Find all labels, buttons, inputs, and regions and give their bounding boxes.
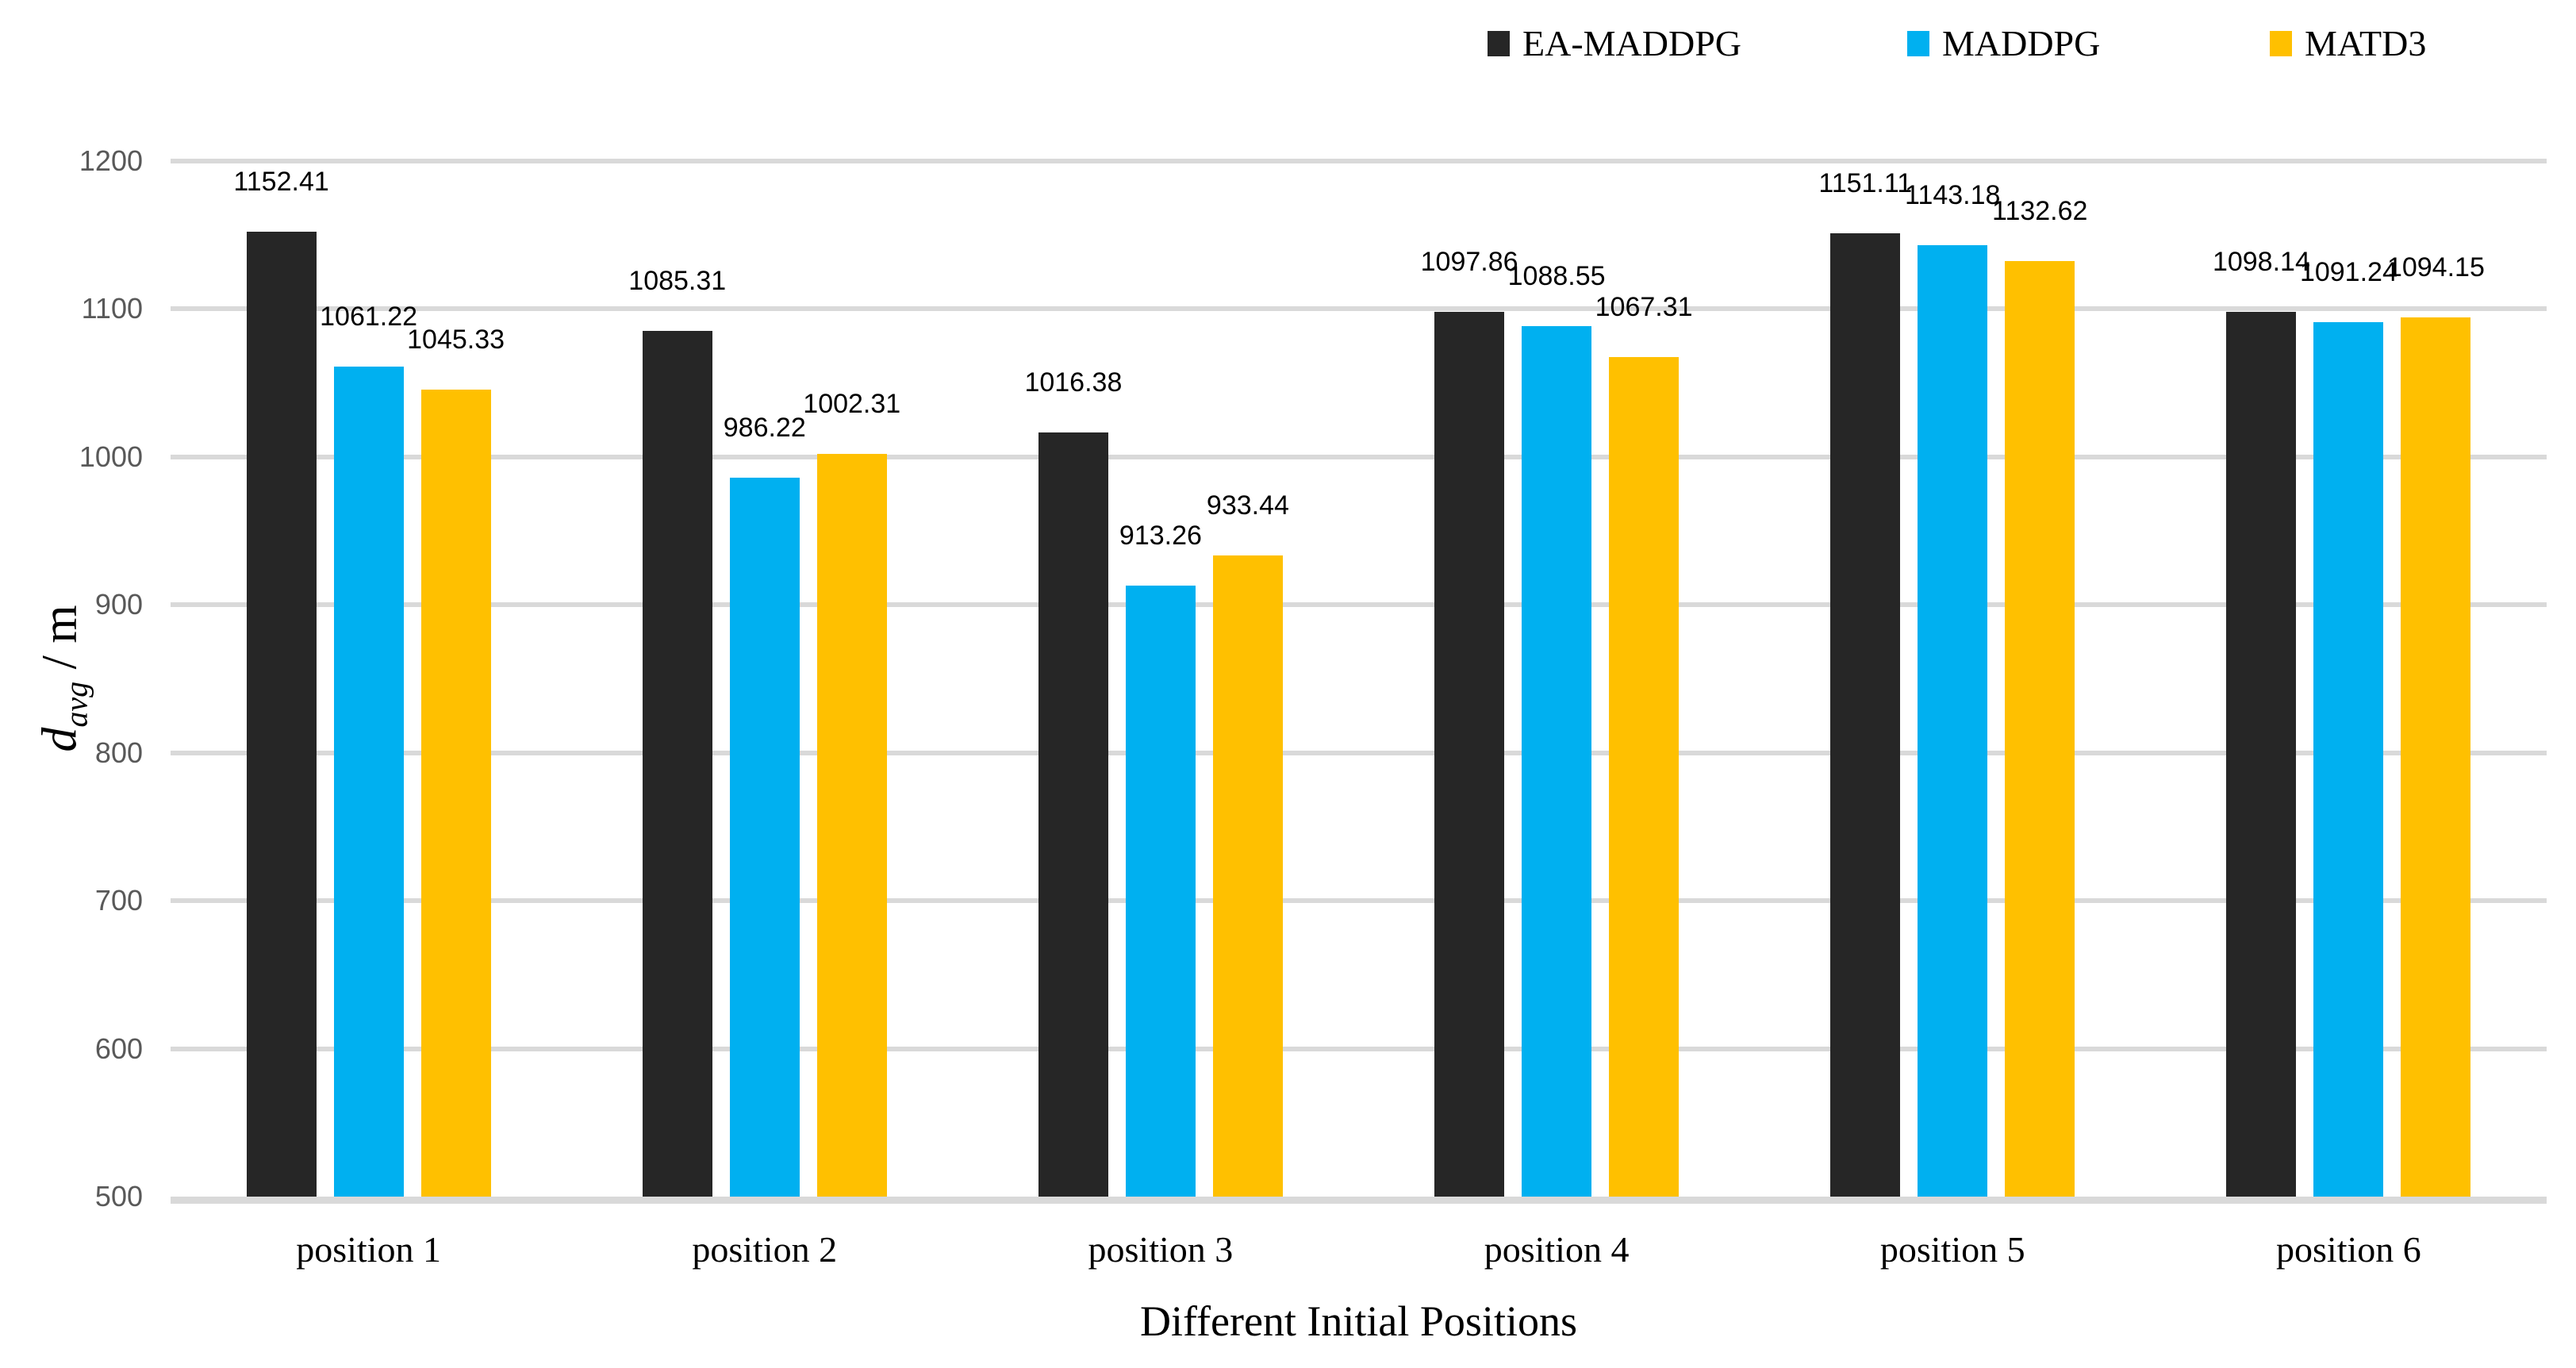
bar-value-label-matd3-position-5: 1132.62 [1992, 195, 2088, 226]
legend-label-matd3: MATD3 [2305, 23, 2427, 63]
x-category-label-position-5: position 5 [1879, 1229, 2025, 1270]
y-tick-label-700: 700 [94, 884, 143, 917]
gridline-600 [171, 1046, 2547, 1051]
legend-item-maddpg: MADDPG [1907, 22, 2100, 64]
legend-label-ea-maddpg: EA-MADDPG [1522, 23, 1741, 63]
bar-value-label-matd3-position-1: 1045.33 [407, 325, 505, 355]
bar-ea-maddpg-position-4 [1434, 312, 1505, 1197]
plot-area [171, 159, 2547, 1204]
legend-swatch-matd3 [2270, 30, 2292, 56]
y-axis-symbol: d [33, 727, 87, 752]
y-tick-label-1100: 1100 [81, 292, 143, 325]
y-axis-unit: / m [33, 605, 87, 682]
y-tick-label-1200: 1200 [79, 144, 143, 177]
y-axis-subscript: avg [58, 681, 94, 728]
gridline-1000 [171, 454, 2547, 459]
x-category-label-position-3: position 3 [1088, 1229, 1234, 1270]
bar-ea-maddpg-position-2 [642, 330, 712, 1197]
bar-matd3-position-2 [816, 453, 887, 1197]
y-axis-title: davg / m [33, 605, 95, 751]
legend-item-matd3: MATD3 [2270, 22, 2426, 64]
legend-label-maddpg: MADDPG [1942, 23, 2101, 63]
bar-value-label-ea-maddpg-position-1: 1152.41 [233, 166, 329, 197]
x-category-label-position-2: position 2 [692, 1229, 838, 1270]
legend-swatch-ea-maddpg [1488, 30, 1510, 56]
y-tick-label-500: 500 [94, 1180, 143, 1212]
bar-value-label-ea-maddpg-position-3: 1016.38 [1024, 367, 1123, 398]
bar-value-label-maddpg-position-2: 986.22 [723, 412, 806, 443]
bar-value-label-matd3-position-6: 1094.15 [2386, 252, 2485, 283]
x-axis-title: Different Initial Positions [1140, 1297, 1577, 1345]
bar-matd3-position-4 [1609, 357, 1680, 1197]
bar-ea-maddpg-position-5 [1830, 233, 1901, 1197]
bar-value-label-ea-maddpg-position-2: 1085.31 [628, 265, 727, 296]
gridline-800 [171, 750, 2547, 755]
bar-maddpg-position-6 [2313, 321, 2384, 1197]
bar-ea-maddpg-position-1 [246, 231, 317, 1197]
bar-value-label-matd3-position-3: 933.44 [1206, 490, 1289, 521]
bar-matd3-position-5 [2005, 260, 2075, 1197]
bar-value-label-maddpg-position-5: 1143.18 [1905, 179, 2001, 210]
bar-ea-maddpg-position-6 [2226, 311, 2297, 1197]
bar-maddpg-position-4 [1522, 325, 1592, 1197]
bar-maddpg-position-2 [729, 477, 800, 1197]
bar-value-label-matd3-position-4: 1067.31 [1595, 292, 1693, 323]
legend-item-ea-maddpg: EA-MADDPG [1488, 22, 1741, 64]
x-category-label-position-1: position 1 [296, 1229, 441, 1270]
gridline-1200 [171, 159, 2547, 163]
y-tick-label-1000: 1000 [79, 440, 143, 473]
bar-matd3-position-3 [1212, 555, 1283, 1197]
gridline-1100 [171, 306, 2547, 312]
bar-maddpg-position-1 [333, 366, 404, 1197]
bar-value-label-maddpg-position-6: 1091.24 [2299, 256, 2397, 287]
bar-matd3-position-1 [420, 390, 491, 1197]
bar-value-label-maddpg-position-1: 1061.22 [320, 301, 418, 332]
bar-value-label-matd3-position-2: 1002.31 [803, 388, 901, 419]
gridline-900 [171, 602, 2547, 608]
gridline-700 [171, 898, 2547, 904]
bar-value-label-maddpg-position-3: 913.26 [1119, 520, 1202, 551]
bar-maddpg-position-5 [1918, 244, 1988, 1197]
y-tick-label-800: 800 [94, 736, 143, 769]
y-tick-label-600: 600 [94, 1032, 143, 1065]
bar-ea-maddpg-position-3 [1038, 432, 1108, 1197]
bar-value-label-ea-maddpg-position-6: 1098.14 [2212, 246, 2310, 277]
bar-matd3-position-6 [2401, 317, 2471, 1197]
x-axis-line [171, 1197, 2547, 1204]
bar-value-label-maddpg-position-4: 1088.55 [1507, 260, 1606, 291]
y-tick-label-900: 900 [94, 588, 143, 621]
bar-value-label-ea-maddpg-position-4: 1097.86 [1420, 247, 1518, 278]
x-category-label-position-4: position 4 [1484, 1229, 1630, 1270]
bar-value-label-ea-maddpg-position-5: 1151.11 [1818, 168, 1913, 199]
x-category-label-position-6: position 6 [2276, 1229, 2421, 1270]
bar-maddpg-position-3 [1125, 585, 1196, 1197]
legend-swatch-maddpg [1907, 30, 1929, 56]
